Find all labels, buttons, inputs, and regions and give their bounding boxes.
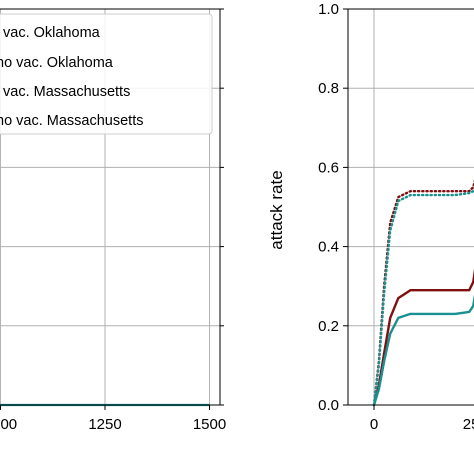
legend-entry-3: no vac. Massachusetts: [0, 113, 144, 129]
left-xtick-label-0: 1000: [0, 416, 17, 433]
legend-entry-0: vac. Oklahoma: [3, 25, 101, 41]
right-plot-frame: [347, 8, 474, 406]
right-ytick-label-2: 0.4: [318, 239, 339, 256]
right-series: [372, 179, 474, 407]
legend-entry-2: vac. Massachusetts: [3, 84, 130, 100]
right-y-axis-label: attack rate: [267, 170, 286, 249]
right-xtick-label-1: 250: [463, 416, 474, 433]
right-series-line-3: [372, 187, 474, 407]
right-ytick-label-0: 0.0: [318, 397, 339, 414]
right-ytick-label-4: 0.8: [318, 80, 339, 97]
right-chart-panel: 0.0 0.2 0.4 0.6 0.8 1.0 0 250 attack rate: [267, 1, 474, 433]
left-xtick-label-2: 1500: [193, 416, 226, 433]
legend-entry-1: no vac. Oklahoma: [0, 55, 114, 71]
right-y-ticks: 0.0 0.2 0.4 0.6 0.8 1.0: [318, 1, 348, 414]
left-chart-panel: 1000 1250 1500 vac. Oklahoma no vac. Oklah…: [0, 8, 226, 433]
right-series-line-0: [372, 268, 474, 406]
legend-box: [0, 13, 213, 135]
right-x-ticks: 0 250: [370, 405, 474, 433]
right-series-line-1: [372, 179, 474, 407]
right-ytick-label-1: 0.2: [318, 318, 339, 335]
right-series-line-2: [372, 294, 474, 406]
right-ytick-label-3: 0.6: [318, 159, 339, 176]
right-xtick-label-0: 0: [370, 416, 378, 433]
right-grid: [348, 8, 474, 406]
left-x-ticks: 1000 1250 1500: [0, 8, 226, 433]
left-xtick-label-1: 1250: [88, 416, 121, 433]
legend: vac. Oklahoma no vac. Oklahoma vac. Mass…: [0, 13, 213, 135]
right-ytick-label-5: 1.0: [318, 1, 339, 18]
